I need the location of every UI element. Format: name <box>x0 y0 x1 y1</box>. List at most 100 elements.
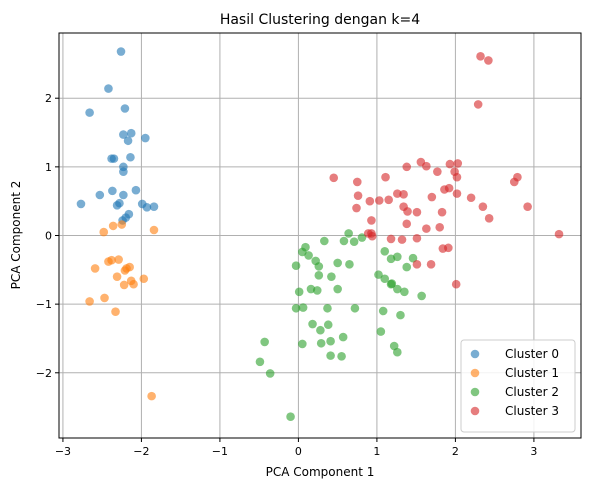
x-tick-label: −3 <box>55 445 71 458</box>
cluster-2-point <box>344 229 353 238</box>
cluster-3-point <box>397 235 407 244</box>
cluster-1-point <box>111 307 120 316</box>
cluster-3-point <box>453 159 463 168</box>
cluster-1-point <box>120 266 130 275</box>
cluster-2-point <box>294 287 304 297</box>
cluster-2-point <box>291 261 301 271</box>
cluster-2-point <box>316 325 325 335</box>
cluster-3-point <box>452 172 462 182</box>
cluster-2-point <box>333 284 342 294</box>
cluster-2-point <box>260 337 269 347</box>
cluster-2-point <box>255 357 265 367</box>
cluster-2-point <box>393 284 402 294</box>
cluster-2-point <box>374 270 383 279</box>
x-axis-label: PCA Component 1 <box>266 465 375 479</box>
legend-label-cluster-0: Cluster 0 <box>505 347 559 361</box>
cluster-3-point <box>393 189 402 198</box>
cluster-0-point <box>120 104 130 113</box>
cluster-3-point <box>352 177 362 187</box>
cluster-3-point <box>399 190 408 199</box>
cluster-2-point <box>316 338 326 348</box>
x-tick-label: 0 <box>295 445 302 458</box>
cluster-2-point <box>337 352 346 361</box>
cluster-2-point <box>338 332 348 342</box>
cluster-0-point <box>112 200 122 210</box>
x-tick-label: 2 <box>452 445 459 458</box>
cluster-2-point <box>350 303 360 313</box>
cluster-2-point <box>357 233 367 242</box>
cluster-1-point <box>104 257 113 266</box>
cluster-3-point <box>554 229 564 239</box>
cluster-2-point <box>339 236 349 246</box>
cluster-2-point <box>304 251 313 260</box>
cluster-0-point <box>126 128 136 138</box>
cluster-3-point <box>451 279 461 289</box>
cluster-3-point <box>476 52 485 61</box>
cluster-0-point <box>141 133 150 143</box>
chart-title: Hasil Clustering dengan k=4 <box>220 12 420 28</box>
cluster-1-point <box>147 391 156 401</box>
cluster-0-point <box>95 190 105 200</box>
cluster-2-point <box>396 310 405 320</box>
cluster-3-point <box>352 203 361 213</box>
legend-marker-cluster-3 <box>470 406 480 416</box>
cluster-3-point <box>412 207 422 217</box>
cluster-1-point <box>112 272 122 281</box>
y-tick-label: −1 <box>36 298 52 311</box>
cluster-1-point <box>149 225 159 235</box>
y-tick-label: 0 <box>45 230 52 243</box>
y-tick-label: 2 <box>45 92 52 105</box>
cluster-2-point <box>345 260 354 269</box>
cluster-2-point <box>298 303 308 312</box>
cluster-2-point <box>323 303 332 313</box>
cluster-3-point <box>484 56 493 65</box>
cluster-3-point <box>422 224 431 233</box>
grid <box>59 33 581 438</box>
x-tick-label: −2 <box>133 445 149 458</box>
cluster-2-point <box>312 286 322 295</box>
cluster-3-point <box>422 161 431 171</box>
x-tick-label: 1 <box>373 445 380 458</box>
cluster-3-point <box>435 222 445 232</box>
axis-ticks: −3 −2 −1 0 1 2 3 −2 −1 0 1 2 <box>36 92 538 458</box>
cluster-3-point <box>386 234 396 244</box>
y-axis-label: PCA Component 2 <box>9 181 23 290</box>
cluster-2-point <box>298 339 307 349</box>
cluster-2-point <box>378 306 388 316</box>
cluster-2-point <box>265 369 275 378</box>
cluster-3-point <box>353 191 363 200</box>
cluster-2-point <box>408 253 418 263</box>
cluster-2-point <box>323 320 333 330</box>
legend-marker-cluster-0 <box>470 349 480 359</box>
cluster-3-point <box>473 100 483 109</box>
y-tick-label: −2 <box>36 367 52 380</box>
cluster-2-point <box>298 247 307 257</box>
cluster-3-point <box>367 231 377 241</box>
cluster-1-point <box>119 280 129 290</box>
cluster-0-point <box>116 47 126 56</box>
cluster-3-point <box>466 193 476 203</box>
cluster-1-point <box>129 279 138 289</box>
cluster-2-point <box>417 291 426 301</box>
cluster-2-point <box>400 287 409 297</box>
cluster-3-point <box>367 216 376 225</box>
cluster-3-point <box>433 167 442 176</box>
cluster-3-point <box>445 159 455 169</box>
cluster-2-point <box>326 351 335 360</box>
cluster-2-point <box>380 246 390 256</box>
cluster-2-point <box>387 279 397 288</box>
cluster-2-point <box>393 252 402 262</box>
legend: Cluster 0 Cluster 1 Cluster 2 Cluster 3 <box>460 339 576 433</box>
x-tick-label: −1 <box>212 445 228 458</box>
cluster-2-point <box>326 336 335 346</box>
cluster-3-point <box>403 207 412 216</box>
cluster-2-point <box>327 272 336 281</box>
cluster-3-point <box>437 207 447 217</box>
legend-marker-cluster-1 <box>470 368 480 378</box>
legend-label-cluster-2: Cluster 2 <box>505 385 559 399</box>
cluster-0-point <box>119 190 128 200</box>
cluster-1-point <box>90 264 100 273</box>
cluster-3-point <box>426 260 436 269</box>
